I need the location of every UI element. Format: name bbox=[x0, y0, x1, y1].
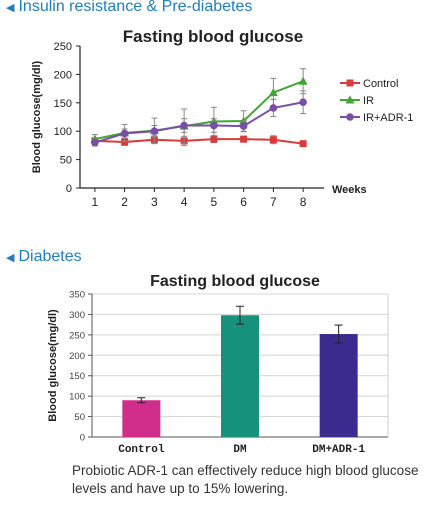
x-tick-label-dm: DM bbox=[233, 444, 247, 456]
y-tick-label: 0 bbox=[66, 183, 72, 195]
x-tick-label: 2 bbox=[121, 195, 128, 209]
x-tick-label-control: Control bbox=[118, 444, 165, 456]
legend-label-ir-adr-1: IR+ADR-1 bbox=[363, 112, 413, 124]
x-axis-label: Weeks bbox=[332, 184, 367, 196]
y-tick-label: 350 bbox=[69, 290, 85, 301]
y-tick-label: 300 bbox=[69, 310, 85, 321]
series-line-control bbox=[94, 138, 304, 145]
triangle-left-icon: ◀ bbox=[6, 251, 15, 264]
data-point-control bbox=[210, 135, 218, 143]
y-tick-label: 50 bbox=[60, 155, 72, 167]
data-point-ir-adr-1 bbox=[120, 129, 129, 138]
x-tick-label: 3 bbox=[151, 195, 158, 209]
y-tick-label: 200 bbox=[54, 69, 72, 81]
caption-text: Probiotic ADR-1 can effectively reduce h… bbox=[72, 463, 419, 496]
bar-chart: Fasting blood glucose 0 50 100 150 200 250 300 3… bbox=[47, 273, 389, 456]
x-tick-label: 5 bbox=[211, 195, 218, 209]
series-line-ir-adr-1 bbox=[94, 101, 304, 144]
triangle-left-icon: ◀ bbox=[6, 1, 15, 14]
legend-marker-ir bbox=[345, 95, 355, 104]
data-point-control bbox=[240, 135, 248, 143]
y-tick-label: 250 bbox=[69, 330, 85, 341]
y-tick-label: 200 bbox=[69, 351, 85, 362]
data-point-ir-adr-1 bbox=[299, 98, 307, 107]
y-tick-label: 100 bbox=[54, 126, 72, 138]
x-tick-label: 8 bbox=[300, 195, 307, 209]
x-tick-label-dm-adr-1: DM+ADR-1 bbox=[312, 444, 365, 456]
y-tick-label: 50 bbox=[74, 412, 85, 423]
section-header-insulin: ◀ Insulin resistance & Pre-diabetes bbox=[6, 0, 252, 16]
chart-title: Fasting blood glucose bbox=[123, 27, 303, 46]
y-tick-label: 0 bbox=[80, 433, 85, 444]
y-axis-label: Blood glucose(mg/dl) bbox=[31, 60, 43, 173]
legend-label-control: Control bbox=[363, 78, 398, 90]
data-point-ir-adr-1 bbox=[269, 104, 278, 112]
bar-dm bbox=[221, 315, 259, 437]
y-tick-label: 150 bbox=[54, 98, 72, 110]
x-tick-label: 1 bbox=[92, 195, 99, 209]
line-chart: Fasting blood glucose 0 50 100 150 200 250 1 2 3 4… bbox=[31, 27, 413, 209]
y-tick-label: 250 bbox=[54, 41, 72, 53]
y-tick-label: 100 bbox=[69, 392, 85, 403]
chart-title: Fasting blood glucose bbox=[150, 273, 320, 290]
legend-marker-control bbox=[346, 79, 354, 87]
data-point-ir-adr-1 bbox=[150, 127, 159, 135]
data-point-ir-adr-1 bbox=[180, 121, 188, 130]
data-point-control bbox=[269, 136, 277, 144]
data-point-ir bbox=[268, 88, 278, 97]
data-point-ir bbox=[298, 76, 308, 85]
x-tick-label: 6 bbox=[240, 195, 247, 209]
data-point-ir-adr-1 bbox=[239, 122, 248, 130]
y-axis-label: Blood glucose(mg/dl) bbox=[47, 309, 59, 422]
data-point-control bbox=[121, 138, 129, 146]
section-title: Diabetes bbox=[18, 248, 82, 265]
section-title: Insulin resistance & Pre-diabetes bbox=[18, 0, 253, 15]
x-tick-label: 7 bbox=[270, 195, 277, 209]
x-tick-label: 4 bbox=[181, 195, 188, 209]
section-header-diabetes: ◀ Diabetes bbox=[6, 248, 82, 266]
bar-control bbox=[122, 400, 161, 437]
data-point-ir-adr-1 bbox=[210, 121, 218, 130]
y-tick-label: 150 bbox=[69, 371, 85, 382]
legend-marker-ir-adr-1 bbox=[346, 113, 354, 121]
legend-label-ir: IR bbox=[363, 95, 374, 107]
data-point-control bbox=[299, 140, 307, 148]
bar-dm-adr-1 bbox=[319, 334, 358, 437]
data-point-ir-adr-1 bbox=[91, 138, 99, 147]
